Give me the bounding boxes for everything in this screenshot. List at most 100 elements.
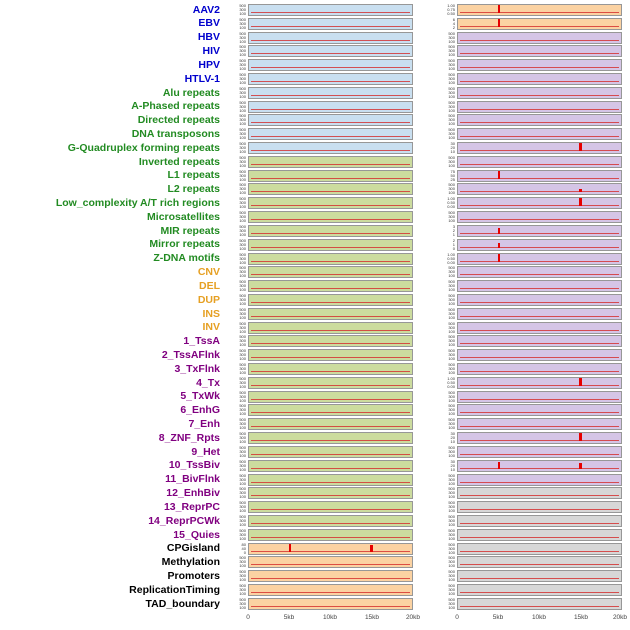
signal-baseline <box>251 205 410 207</box>
y-tick-label: 300 <box>239 338 246 344</box>
right-y-ticks: 500 300 100 <box>435 59 457 71</box>
row-label: Inverted repeats <box>138 155 220 168</box>
y-tick-label: 100 <box>448 425 455 431</box>
y-tick-label: 500 <box>448 363 455 368</box>
y-tick-label: 300 <box>448 366 455 372</box>
signal-baseline <box>460 274 619 276</box>
y-tick-label: 300 <box>239 48 246 54</box>
y-tick-label: 100 <box>239 397 246 403</box>
left-y-ticks: 500 300 100 <box>226 114 248 126</box>
signal-baseline <box>251 219 410 221</box>
signal-baseline <box>460 136 619 138</box>
y-tick-label: 0.00 <box>447 383 455 389</box>
y-tick-label: 500 <box>448 556 455 561</box>
row-label: MIR repeats <box>160 224 220 237</box>
y-tick-label: 20 <box>450 462 455 468</box>
left-y-ticks: 500 300 100 <box>226 211 248 223</box>
y-tick-label: 500 <box>239 100 246 105</box>
right-track-panel <box>457 238 622 251</box>
row-label: CPGisland <box>166 542 220 555</box>
y-tick-label: 300 <box>239 241 246 247</box>
right-track-panel <box>457 72 622 85</box>
y-tick-label: 100 <box>448 66 455 72</box>
track-row: INV 500 300 100 500 300 100 <box>0 321 630 335</box>
right-track-panel <box>457 59 622 72</box>
left-track-panel <box>248 501 413 514</box>
signal-spike <box>497 4 501 13</box>
y-tick-label: 300 <box>239 490 246 496</box>
y-tick-label: 500 <box>448 501 455 506</box>
left-y-ticks: 500 300 100 <box>226 32 248 44</box>
track-row: L2 repeats 500 300 100 500 300 100 <box>0 183 630 197</box>
track-row: Alu repeats 500 300 100 500 300 100 <box>0 86 630 100</box>
track-row: 9_Het 500 300 100 500 300 100 <box>0 445 630 459</box>
left-track-panel <box>248 3 413 16</box>
y-tick-label: 300 <box>448 338 455 344</box>
signal-baseline <box>251 191 410 193</box>
right-track-panel <box>457 404 622 417</box>
left-y-ticks: 500 300 100 <box>226 460 248 472</box>
y-tick-label: 100 <box>239 425 246 431</box>
left-track-panel <box>248 266 413 279</box>
right-y-ticks: 500 300 100 <box>435 543 457 555</box>
signal-baseline <box>460 315 619 317</box>
right-y-ticks: 500 300 100 <box>435 114 457 126</box>
signal-baseline <box>251 39 410 41</box>
signal-baseline <box>251 11 410 13</box>
y-tick-label: 500 <box>239 335 246 340</box>
track-row: DUP 500 300 100 500 300 100 <box>0 293 630 307</box>
x-tick-label: 5kb <box>283 613 295 621</box>
y-tick-label: 100 <box>448 480 455 486</box>
y-tick-label: 50 <box>450 172 455 178</box>
right-track-panel <box>457 266 622 279</box>
track-row: Inverted repeats 500 300 100 500 300 100 <box>0 155 630 169</box>
row-label: DUP <box>197 293 220 306</box>
row-label: EBV <box>198 17 220 30</box>
signal-baseline <box>251 536 410 538</box>
right-track-panel <box>457 3 622 16</box>
row-label: Microsatellites <box>147 210 220 223</box>
right-y-ticks: 500 300 100 <box>435 294 457 306</box>
y-tick-label: 500 <box>448 418 455 423</box>
y-tick-label: 500 <box>239 266 246 271</box>
signal-baseline <box>460 232 619 234</box>
y-tick-label: 300 <box>239 269 246 275</box>
y-tick-label: 100 <box>448 577 455 583</box>
y-tick-label: 300 <box>239 34 246 40</box>
y-tick-label: 30 <box>450 142 455 147</box>
signal-spike <box>579 143 582 152</box>
row-label: Z-DNA motifs <box>153 252 220 265</box>
y-tick-label: 300 <box>448 476 455 482</box>
y-tick-label: 100 <box>448 342 455 348</box>
left-y-ticks: 500 300 100 <box>226 584 248 596</box>
y-tick-label: 300 <box>448 559 455 565</box>
y-tick-label: 500 <box>448 307 455 312</box>
y-tick-label: 500 <box>239 197 246 202</box>
y-tick-label: 100 <box>239 107 246 113</box>
y-tick-label: 2 <box>452 24 455 30</box>
y-tick-label: 100 <box>448 452 455 458</box>
y-tick-label: 300 <box>239 117 246 123</box>
y-tick-label: 100 <box>448 162 455 168</box>
y-tick-label: 20 <box>450 435 455 441</box>
signal-spike <box>497 461 501 469</box>
y-tick-label: 300 <box>239 227 246 233</box>
left-y-ticks: 500 300 100 <box>226 363 248 375</box>
track-row: 6_EnhG 500 300 100 500 300 100 <box>0 404 630 418</box>
signal-baseline <box>251 412 410 414</box>
y-tick-label: 20 <box>450 145 455 151</box>
y-tick-label: 100 <box>239 439 246 445</box>
signal-spike <box>579 433 582 442</box>
row-label: INV <box>202 321 220 334</box>
y-tick-label: 300 <box>448 352 455 358</box>
y-tick-label: 1.00 <box>447 3 455 8</box>
y-tick-label: 300 <box>448 75 455 81</box>
right-y-ticks: 500 300 100 <box>435 211 457 223</box>
y-tick-label: 500 <box>239 17 246 22</box>
right-track-panel <box>457 293 622 306</box>
y-tick-label: 100 <box>448 190 455 196</box>
track-row: Z-DNA motifs 500 300 100 1.00 0.50 0.00 <box>0 252 630 266</box>
signal-baseline <box>460 246 619 248</box>
signal-baseline <box>251 384 410 386</box>
